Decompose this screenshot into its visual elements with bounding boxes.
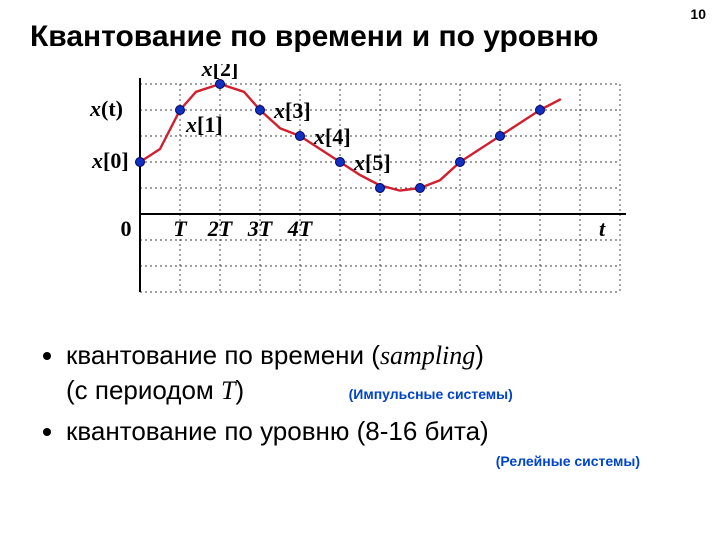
- svg-text:3T: 3T: [247, 216, 274, 241]
- svg-text:x[4]: x[4]: [313, 124, 351, 149]
- note-relay: (Релейные системы): [496, 453, 640, 469]
- svg-text:x[2]: x[2]: [201, 64, 239, 81]
- figure-container: T 2T 3T 4T 0 t x(t) x[0] x[1] x[2] x[3]x[4]x[5]: [80, 64, 640, 324]
- svg-text:x[5]: x[5]: [353, 150, 391, 175]
- svg-text:T: T: [173, 216, 188, 241]
- svg-text:x(t): x(t): [89, 96, 123, 121]
- svg-text:4T: 4T: [287, 216, 314, 241]
- svg-text:t: t: [599, 216, 606, 241]
- bullet-1-paren: (с периодом T): [66, 375, 244, 405]
- page-number: 10: [690, 6, 706, 22]
- svg-text:x[0]: x[0]: [91, 148, 129, 173]
- svg-text:x[1]: x[1]: [185, 112, 223, 137]
- bullet-1-ital: sampling: [380, 341, 475, 370]
- svg-text:0: 0: [121, 216, 132, 241]
- bullet-2: квантование по уровню (8-16 бита): [66, 414, 690, 449]
- note-pulse: (Импульсные системы): [349, 386, 513, 402]
- bullet-1-lead: квантование по времени (: [66, 340, 380, 370]
- sampling-chart: T 2T 3T 4T 0 t x(t) x[0] x[1] x[2] x[3]x[4]x[5]: [80, 64, 640, 324]
- bullet-1: квантование по времени (sampling) (с пер…: [66, 338, 690, 408]
- bullet-list: квантование по времени (sampling) (с пер…: [30, 338, 690, 449]
- svg-text:2T: 2T: [207, 216, 234, 241]
- svg-text:x[3]: x[3]: [273, 98, 311, 123]
- page-title: Квантование по времени и по уровню: [30, 20, 690, 54]
- bullet-1-tail: ): [475, 340, 484, 370]
